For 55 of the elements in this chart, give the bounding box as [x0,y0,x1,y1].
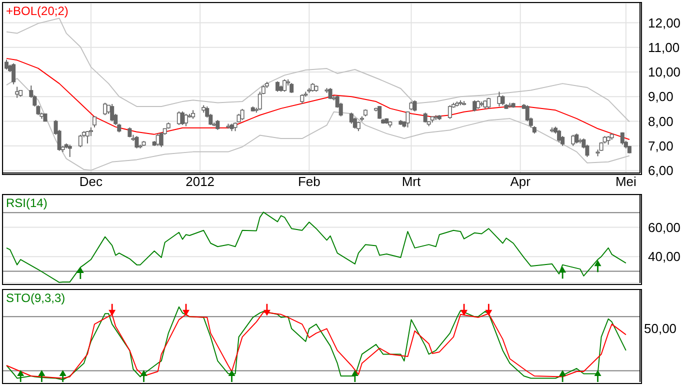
x-tick-label: Apr [510,174,532,190]
candlestick [349,112,354,124]
candlestick [497,91,502,107]
chart-title: RSI(14) [6,196,48,210]
candlestick [128,126,132,138]
candlestick [12,62,16,85]
y-tick-label: 9,00 [648,89,674,104]
candlestick [4,59,9,70]
x-tick-label: 2012 [186,174,215,190]
candlestick [276,80,280,92]
candlestick [500,94,505,106]
line-series [6,212,626,283]
candlestick [78,134,82,148]
candlestick [378,105,382,120]
y-tick-label: 40,00 [648,249,681,264]
y-tick-label: 11,00 [648,40,680,55]
y-tick-label: 7,00 [648,138,674,154]
candlestick [282,78,287,92]
text: 50,00 [644,320,677,337]
candlestick [300,94,304,105]
candlestick [216,120,220,130]
line-series [6,78,630,171]
y-tick-label: 60,00 [648,220,681,235]
candlestick [423,112,428,123]
x-tick-label: Feb [298,174,320,190]
candlestick [406,110,410,128]
chart-title: STO(9,3,3) [6,291,66,305]
line-series [6,18,630,122]
chart-title: +BOL(20;2) [6,4,68,18]
y-tick-label: 8,00 [648,114,674,129]
candlestick [103,102,108,116]
candlestick [68,144,72,158]
candlestick [290,82,294,94]
candlestick [412,100,417,112]
line-series [6,58,630,140]
candlestick [240,108,244,121]
x-tick-label: Mrt [402,174,422,190]
candlestick [159,132,164,148]
candlestick [110,104,114,122]
candlestick [448,104,452,120]
candlestick [328,88,332,100]
x-tick-label: Dec [79,174,104,190]
candlestick [184,113,188,127]
candlestick [557,129,562,143]
candlestick [134,136,139,149]
candlestick [571,134,576,146]
y-tick-label: 12,00 [648,15,681,30]
candlestick [620,132,624,146]
candlestick [574,133,579,144]
y-tick-label: 6,00 [648,163,674,178]
candlestick [472,100,477,112]
candlestick [85,130,90,144]
y-tick-label: 10,00 [648,64,681,80]
candlestick [180,110,184,126]
x-tick-label: Mei [615,174,637,190]
